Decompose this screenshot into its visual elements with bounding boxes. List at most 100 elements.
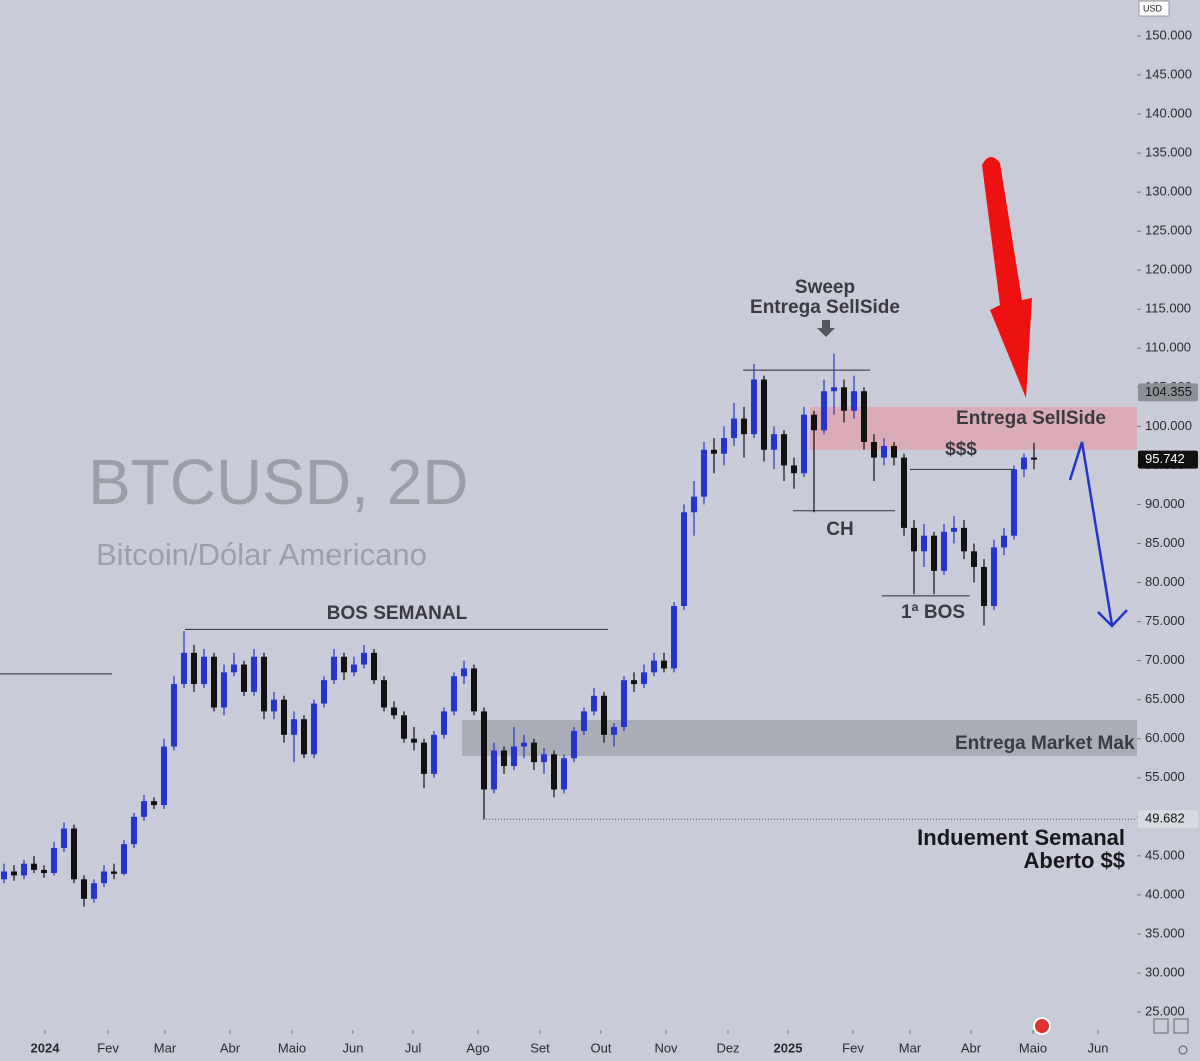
y-tick-label: 55.000 xyxy=(1145,769,1185,784)
candle-body xyxy=(291,719,297,735)
y-tick-label: 150.000 xyxy=(1145,27,1192,42)
candle-body xyxy=(601,695,607,735)
y-tick-label: 80.000 xyxy=(1145,574,1185,589)
log-button[interactable] xyxy=(1173,1018,1189,1034)
y-tick-label: 40.000 xyxy=(1145,886,1185,901)
y-tick-label: 35.000 xyxy=(1145,925,1185,940)
candle-body xyxy=(961,527,967,552)
candle-body xyxy=(691,496,697,513)
x-tick-label: Nov xyxy=(654,1040,678,1055)
candle-body xyxy=(901,457,907,528)
candle-body xyxy=(981,566,987,606)
candle-body xyxy=(61,828,67,849)
price-label: 104.355 xyxy=(1145,384,1192,399)
y-tick-label: 100.000 xyxy=(1145,418,1192,433)
candle-body xyxy=(321,680,327,704)
auto-button[interactable] xyxy=(1153,1018,1169,1034)
candle-body xyxy=(801,414,807,474)
candle-body xyxy=(441,711,447,735)
candle-body xyxy=(551,754,557,790)
ch-label: CH xyxy=(826,519,853,540)
x-tick-label: Fev xyxy=(97,1040,119,1055)
candle-body xyxy=(881,445,887,458)
sweep-label: Entrega SellSide xyxy=(750,297,900,318)
candle-body xyxy=(361,652,367,665)
candle-body xyxy=(31,863,37,870)
y-tick-label: 45.000 xyxy=(1145,847,1185,862)
y-tick-label: 90.000 xyxy=(1145,496,1185,511)
x-tick-label: Maio xyxy=(1019,1040,1047,1055)
candle-body xyxy=(261,656,267,712)
candle-body xyxy=(711,449,717,454)
candle-body xyxy=(461,668,467,677)
candle-body xyxy=(641,672,647,685)
x-tick-label: Abr xyxy=(961,1040,982,1055)
price-label-box xyxy=(1138,383,1198,402)
y-tick-label: 140.000 xyxy=(1145,105,1192,120)
settings-icon[interactable] xyxy=(1178,1045,1188,1055)
candle-body xyxy=(341,656,347,673)
y-tick-label: 115.000 xyxy=(1145,301,1191,316)
candle-body xyxy=(161,746,167,806)
x-tick-label: Dez xyxy=(716,1040,739,1055)
candle-body xyxy=(771,434,777,450)
candle-body xyxy=(581,711,587,731)
candle-body xyxy=(991,547,997,606)
flag-icon[interactable] xyxy=(1033,1017,1051,1035)
candle-body xyxy=(231,664,237,673)
x-tick-label: Out xyxy=(591,1040,612,1055)
candle-body xyxy=(651,660,657,673)
time-axis xyxy=(0,1030,1200,1061)
candle-body xyxy=(1001,535,1007,548)
zone-label: Entrega SellSide xyxy=(956,408,1106,429)
y-tick-label: 30.000 xyxy=(1145,964,1185,979)
bos-semanal-label: BOS SEMANAL xyxy=(327,603,468,624)
candle-body xyxy=(951,527,957,532)
candle-body xyxy=(521,742,527,747)
candle-body xyxy=(101,871,107,884)
candle-body xyxy=(481,711,487,790)
candle-body xyxy=(21,863,27,876)
x-tick-label: Jun xyxy=(343,1040,364,1055)
candle-body xyxy=(891,445,897,458)
candle-body xyxy=(281,699,287,735)
candle-body xyxy=(501,750,507,767)
candle-body xyxy=(471,668,477,712)
y-tick-label: 65.000 xyxy=(1145,691,1185,706)
candle-body xyxy=(631,680,637,685)
y-tick-label: 70.000 xyxy=(1145,652,1185,667)
y-tick-label: 135.000 xyxy=(1145,144,1192,159)
candle-body xyxy=(91,883,97,899)
candle-body xyxy=(931,535,937,571)
inducement-label: Aberto $$ xyxy=(1024,848,1125,873)
candle-body xyxy=(671,605,677,669)
candle-body xyxy=(871,441,877,458)
axes: 25.00030.00035.00040.00045.00050.00055.0… xyxy=(31,27,1198,1055)
price-label-box xyxy=(1138,810,1198,829)
x-tick-label: Ago xyxy=(466,1040,489,1055)
blue-arrow xyxy=(1068,441,1114,626)
candle-body xyxy=(171,684,177,747)
candle-body xyxy=(731,418,737,439)
candle-body xyxy=(421,742,427,774)
candle-body xyxy=(1021,457,1027,470)
candle-body xyxy=(151,801,157,806)
plot-clip: Entrega Market Mak xyxy=(955,733,1135,754)
candle-body xyxy=(1011,469,1017,536)
candle-body xyxy=(761,379,767,450)
candle-body xyxy=(401,715,407,739)
candle-body xyxy=(301,719,307,755)
candle-body xyxy=(941,531,947,571)
bos-label: 1ª BOS xyxy=(901,602,965,623)
y-tick-label: 145.000 xyxy=(1145,66,1192,81)
candle-body xyxy=(821,391,827,431)
candle-body xyxy=(611,727,617,735)
candle-body xyxy=(351,664,357,673)
candle-body xyxy=(191,652,197,685)
candle-body xyxy=(531,742,537,763)
candle-body xyxy=(211,656,217,708)
x-tick-label: Abr xyxy=(220,1040,241,1055)
candle-body xyxy=(811,414,817,431)
inducement-label: Induement Semanal xyxy=(917,825,1125,850)
